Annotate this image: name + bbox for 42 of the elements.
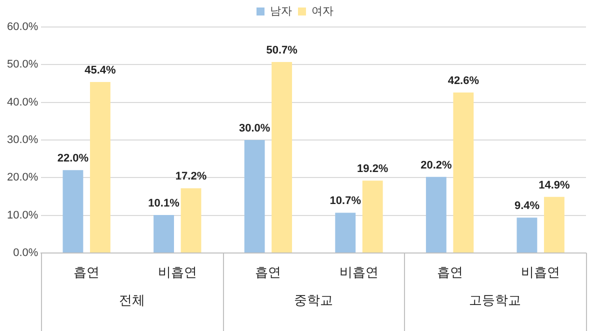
- bar: [180, 188, 202, 252]
- bar: [335, 212, 356, 252]
- y-tick-label: 50.0%: [6, 58, 38, 71]
- bar: [244, 140, 265, 252]
- data-label: 10.7%: [330, 195, 362, 208]
- x-tick-label: 흡연: [74, 264, 100, 280]
- x-tick-label: 흡연: [255, 264, 282, 280]
- bar: [362, 180, 383, 252]
- bar: [154, 214, 174, 252]
- bar: [426, 176, 446, 252]
- x-tick-label: 비흡연: [521, 264, 560, 280]
- bar: [90, 82, 110, 252]
- data-label: 9.4%: [514, 200, 540, 212]
- y-tick-label: 40.0%: [6, 96, 38, 108]
- text: 전체: [118, 292, 145, 308]
- bar: [453, 92, 474, 252]
- legend-label: 여자: [312, 6, 334, 18]
- y-tick-label: 30.0%: [6, 134, 38, 146]
- x-tick-label: 비흡연: [339, 264, 378, 280]
- data-label: 20.2%: [420, 159, 452, 172]
- data-label: 10.1%: [148, 197, 180, 210]
- legend-label: 남자: [270, 6, 292, 18]
- bar: [516, 218, 538, 252]
- bar: [272, 62, 292, 252]
- x-tick-label: 비흡연: [158, 264, 197, 280]
- data-label: 19.2%: [357, 163, 388, 176]
- bar: [62, 170, 84, 252]
- data-label: 42.6%: [448, 75, 480, 88]
- data-label: 14.9%: [538, 179, 570, 192]
- data-label: 22.0%: [57, 152, 89, 165]
- y-tick-label: 0.0%: [13, 247, 38, 260]
- bar: [544, 196, 564, 252]
- y-tick-label: 10.0%: [6, 209, 38, 222]
- data-label: 17.2%: [175, 170, 207, 183]
- data-label: 50.7%: [266, 44, 298, 57]
- text: 고등학교: [469, 292, 522, 308]
- data-label: 45.4%: [84, 64, 116, 77]
- x-tick-label: 흡연: [436, 264, 463, 280]
- y-tick-label: 20.0%: [6, 172, 38, 184]
- text: 중학교: [294, 292, 334, 308]
- data-label: 30.0%: [238, 122, 270, 135]
- y-tick-label: 60.0%: [6, 21, 38, 34]
